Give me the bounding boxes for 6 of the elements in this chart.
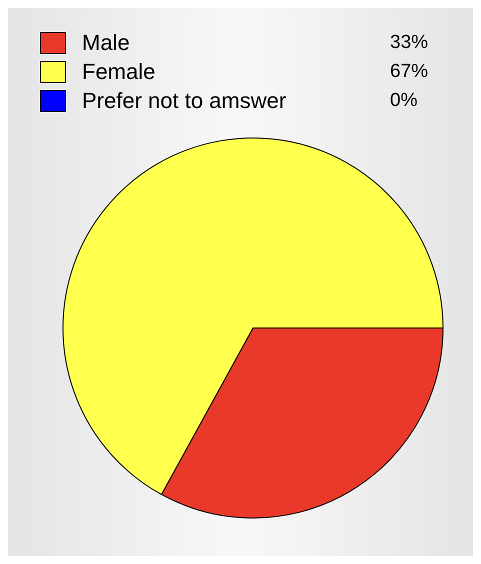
legend-label: Female: [82, 58, 156, 84]
text: 0%: [390, 90, 418, 110]
legend-label: Prefer not to amswer: [82, 88, 288, 114]
data-label: 67%: [390, 60, 430, 82]
legend-label: Male: [82, 30, 131, 56]
data-label: 33%: [390, 32, 430, 54]
